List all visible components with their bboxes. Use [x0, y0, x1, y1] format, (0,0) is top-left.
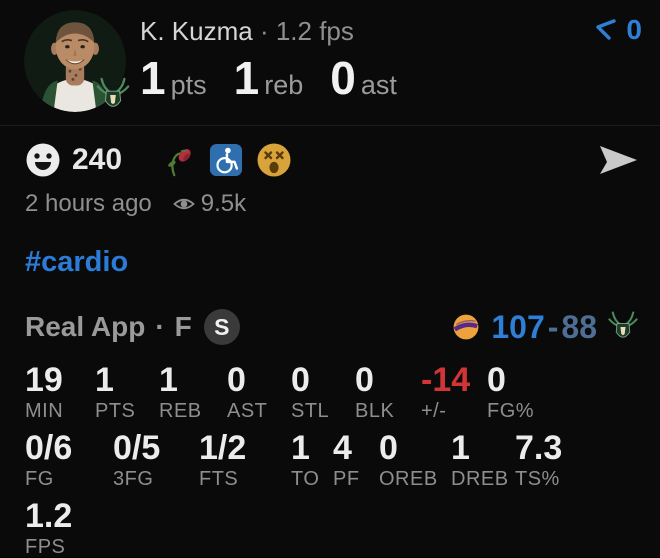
- stat-label: 3FG: [113, 468, 154, 490]
- score-divider: -: [547, 308, 559, 345]
- stat-value: 0/5: [113, 429, 161, 467]
- stat-cell: 0 BLK: [355, 361, 421, 422]
- stat-value: 7.3: [515, 429, 563, 467]
- stat-value: 0: [291, 361, 310, 399]
- stat-value: 1: [95, 361, 114, 399]
- away-score: 107: [491, 308, 545, 345]
- post-meta: 2 hours ago 9.5k: [0, 190, 660, 218]
- quick-stat-label: ast: [360, 70, 397, 100]
- stats-row-1: 19 MIN 1 PTS 1 REB 0 AST 0 STL 0 BLK -14…: [0, 361, 660, 422]
- stat-label: FTS: [199, 468, 239, 490]
- hashtag-link[interactable]: #cardio: [25, 246, 129, 278]
- quick-stat-label: pts: [170, 70, 207, 100]
- player-avatar[interactable]: [24, 10, 130, 112]
- quick-stat-value: 1: [140, 52, 166, 104]
- stat-label: +/-: [421, 400, 447, 422]
- quick-stats: 1 pts 1 reb 0 ast: [140, 52, 424, 104]
- stat-label: PTS: [95, 400, 136, 422]
- stat-value: 0: [355, 361, 374, 399]
- stat-cell: 0 STL: [291, 361, 355, 422]
- stat-value-negative: -14: [421, 361, 471, 399]
- stat-cell: 1 REB: [159, 361, 227, 422]
- stat-cell: 7.3 TS%: [515, 429, 563, 490]
- status-badge[interactable]: S: [203, 309, 240, 345]
- stat-value: 0: [227, 361, 246, 399]
- stat-label: FG: [25, 468, 54, 490]
- stat-cell-plus-minus: -14 +/-: [421, 361, 487, 422]
- stat-label: TO: [291, 468, 320, 490]
- stat-label: PF: [333, 468, 360, 490]
- reaction-count[interactable]: 240: [72, 143, 123, 176]
- stat-value: 0/6: [25, 429, 73, 467]
- stat-value: 1: [451, 429, 470, 467]
- stat-cell: 1 PTS: [95, 361, 159, 422]
- dizzy-face-emoji-icon[interactable]: [256, 142, 292, 178]
- player-header: K. Kuzma · 1.2 fps 1 pts 1 reb 0 ast 0: [0, 0, 660, 126]
- stat-label: TS%: [515, 468, 560, 490]
- smiley-reaction-icon[interactable]: [25, 142, 61, 178]
- player-name: K. Kuzma: [140, 16, 253, 46]
- stat-label: DREB: [451, 468, 509, 490]
- stat-value: 1: [291, 429, 310, 467]
- game-source: Real App: [25, 311, 146, 342]
- stat-value: 0: [487, 361, 506, 399]
- bucks-logo-icon: [96, 77, 130, 107]
- stat-cell: 0 FG%: [487, 361, 535, 422]
- stat-cell: 19 MIN: [25, 361, 95, 422]
- lakers-logo-icon: [453, 314, 479, 340]
- stat-value: 4: [333, 429, 352, 467]
- stat-value: 1.2: [25, 497, 73, 535]
- game-source-group: Real App · F S: [25, 309, 240, 345]
- stat-cell: 0 OREB: [379, 429, 451, 490]
- game-line: Real App · F S 107 - 88: [0, 306, 660, 348]
- stat-cell: 4 PF: [333, 429, 379, 490]
- reactions-bar: 240: [0, 140, 660, 180]
- player-photo: [24, 10, 126, 112]
- send-icon: [600, 146, 637, 174]
- game-separator: ·: [155, 311, 165, 342]
- post-timestamp: 2 hours ago: [25, 190, 152, 217]
- reaction-emojis: [162, 142, 292, 178]
- game-score-group[interactable]: 107 - 88: [450, 309, 640, 346]
- stat-label: OREB: [379, 468, 438, 490]
- stat-cell: 1.2 FPS: [25, 497, 73, 558]
- stat-label: STL: [291, 400, 330, 422]
- stat-label: AST: [227, 400, 268, 422]
- stat-value: 1: [159, 361, 178, 399]
- views-icon: [172, 192, 196, 216]
- stat-label: FPS: [25, 536, 66, 558]
- stat-label: REB: [159, 400, 202, 422]
- player-position: F: [174, 311, 192, 342]
- quick-stat-value: 0: [330, 52, 356, 104]
- stat-cell: 1/2 FTS: [199, 429, 291, 490]
- stat-cell: 0 AST: [227, 361, 291, 422]
- quick-stat-value: 1: [233, 52, 260, 104]
- stat-value: 0: [379, 429, 398, 467]
- stat-label: FG%: [487, 400, 535, 422]
- quick-stat-label: reb: [264, 70, 304, 100]
- player-name-row[interactable]: K. Kuzma · 1.2 fps: [140, 14, 424, 48]
- home-score: 88: [561, 308, 597, 345]
- reply-button[interactable]: 0: [593, 16, 642, 44]
- view-count: 9.5k: [200, 190, 247, 217]
- stat-cell: 0/5 3FG: [113, 429, 199, 490]
- reply-arrow-icon: [596, 19, 617, 40]
- wilted-rose-emoji-icon[interactable]: [162, 142, 196, 178]
- stat-value: 1/2: [199, 429, 247, 467]
- stat-label: MIN: [25, 400, 64, 422]
- wheelchair-emoji-icon[interactable]: [209, 143, 243, 177]
- stat-label: BLK: [355, 400, 395, 422]
- header-text: K. Kuzma · 1.2 fps 1 pts 1 reb 0 ast: [140, 10, 424, 104]
- player-name-meta: · 1.2 fps: [259, 16, 354, 46]
- send-button[interactable]: [596, 142, 640, 178]
- stat-cell: 0/6 FG: [25, 429, 113, 490]
- stat-value: 19: [25, 361, 63, 399]
- bucks-logo-icon: [608, 311, 638, 338]
- reply-count: 0: [626, 14, 642, 45]
- stats-row-2: 0/6 FG 0/5 3FG 1/2 FTS 1 TO 4 PF 0 OREB …: [0, 429, 660, 490]
- stat-cell: 1 DREB: [451, 429, 515, 490]
- stat-cell: 1 TO: [291, 429, 333, 490]
- stats-row-3: 1.2 FPS: [0, 497, 660, 558]
